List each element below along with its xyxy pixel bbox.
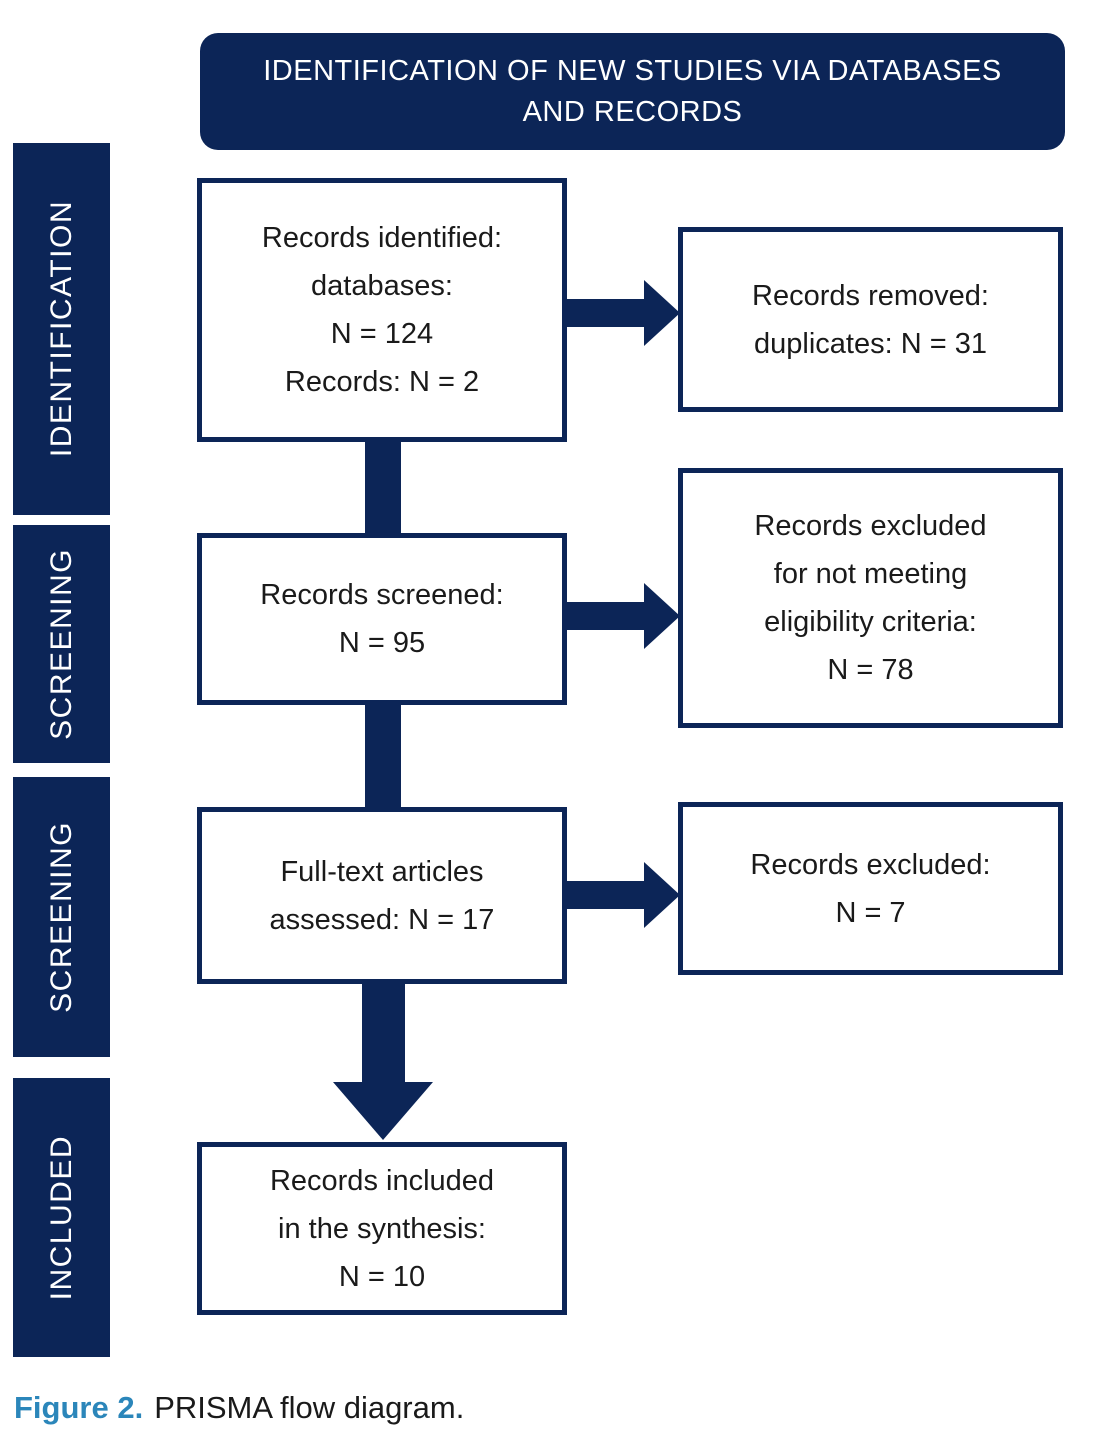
right-arrow-3-icon [644, 862, 680, 928]
figure-caption-label: Figure 2. [14, 1390, 144, 1425]
flow-box-line: eligibility criteria: [764, 606, 977, 638]
stage-screening-1-label: SCREENING [44, 548, 78, 740]
flow-box-records-included: Records included in the synthesis: N = 1… [197, 1142, 567, 1315]
flow-box-line: Records excluded [754, 510, 987, 542]
right-arrow-2-shaft [565, 602, 646, 630]
flow-box-records-screened: Records screened: N = 95 [197, 533, 567, 705]
right-arrow-3-shaft [565, 881, 646, 909]
connector-down-1 [365, 440, 401, 537]
flow-box-line: N = 78 [827, 654, 914, 686]
flow-box-line: in the synthesis: [278, 1212, 486, 1245]
flow-box-records-excluded: Records excluded: N = 7 [678, 802, 1063, 975]
figure-caption: Figure 2. PRISMA flow diagram. [14, 1388, 464, 1428]
flow-box-line: N = 124 [330, 318, 434, 350]
figure-caption-text: PRISMA flow diagram. [154, 1390, 465, 1425]
right-arrow-1-icon [644, 280, 680, 346]
flow-box-line: Records excluded: [750, 848, 991, 881]
right-arrow-1-shaft [565, 299, 646, 327]
stage-included-label: INCLUDED [44, 1134, 78, 1301]
flow-box-line: Records screened: [260, 579, 504, 611]
stage-included: INCLUDED [13, 1078, 110, 1357]
stage-screening-1: SCREENING [13, 525, 110, 763]
flow-box-records-identified: Records identified: databases: N = 124 R… [197, 178, 567, 442]
down-arrow-icon [333, 1082, 433, 1140]
down-arrow-shaft [362, 981, 405, 1082]
flow-box-line: Records identified: [261, 222, 503, 254]
right-arrow-2-icon [644, 583, 680, 649]
stage-identification: IDENTIFICATION [13, 143, 110, 515]
flow-box-line: assessed: N = 17 [269, 903, 495, 936]
flow-box-line: Records: N = 2 [284, 366, 480, 398]
flow-box-line: N = 10 [338, 1260, 426, 1293]
flow-box-records-excluded-eligibility: Records excluded for not meeting eligibi… [678, 468, 1063, 728]
stage-screening-2: SCREENING [13, 777, 110, 1057]
flow-box-fulltext-assessed: Full-text articles assessed: N = 17 [197, 807, 567, 984]
flow-box-line: for not meeting [773, 558, 968, 590]
flow-box-line: Records removed: [752, 279, 989, 312]
flow-box-line: Records included [269, 1164, 495, 1197]
flow-box-line: duplicates: N = 31 [754, 327, 987, 360]
flow-box-line: Full-text articles [280, 855, 484, 888]
connector-down-2 [365, 700, 401, 811]
stage-screening-2-label: SCREENING [44, 821, 78, 1013]
flow-box-line: N = 95 [338, 627, 426, 659]
flow-box-line: databases: [311, 270, 453, 302]
flow-box-records-removed: Records removed: duplicates: N = 31 [678, 227, 1063, 412]
stage-identification-label: IDENTIFICATION [44, 200, 78, 458]
header-banner: IDENTIFICATION OF NEW STUDIES VIA DATABA… [200, 33, 1065, 150]
flow-box-line: N = 7 [835, 896, 906, 929]
header-title: IDENTIFICATION OF NEW STUDIES VIA DATABA… [263, 54, 1002, 128]
